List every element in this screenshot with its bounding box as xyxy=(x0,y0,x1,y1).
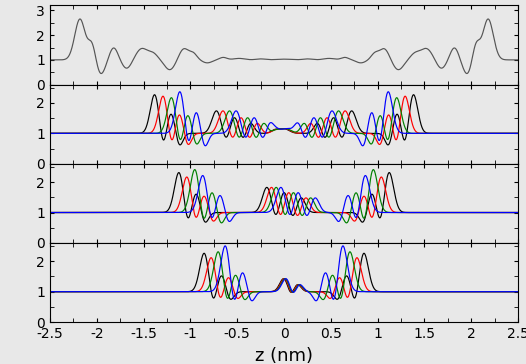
X-axis label: z (nm): z (nm) xyxy=(255,347,313,364)
